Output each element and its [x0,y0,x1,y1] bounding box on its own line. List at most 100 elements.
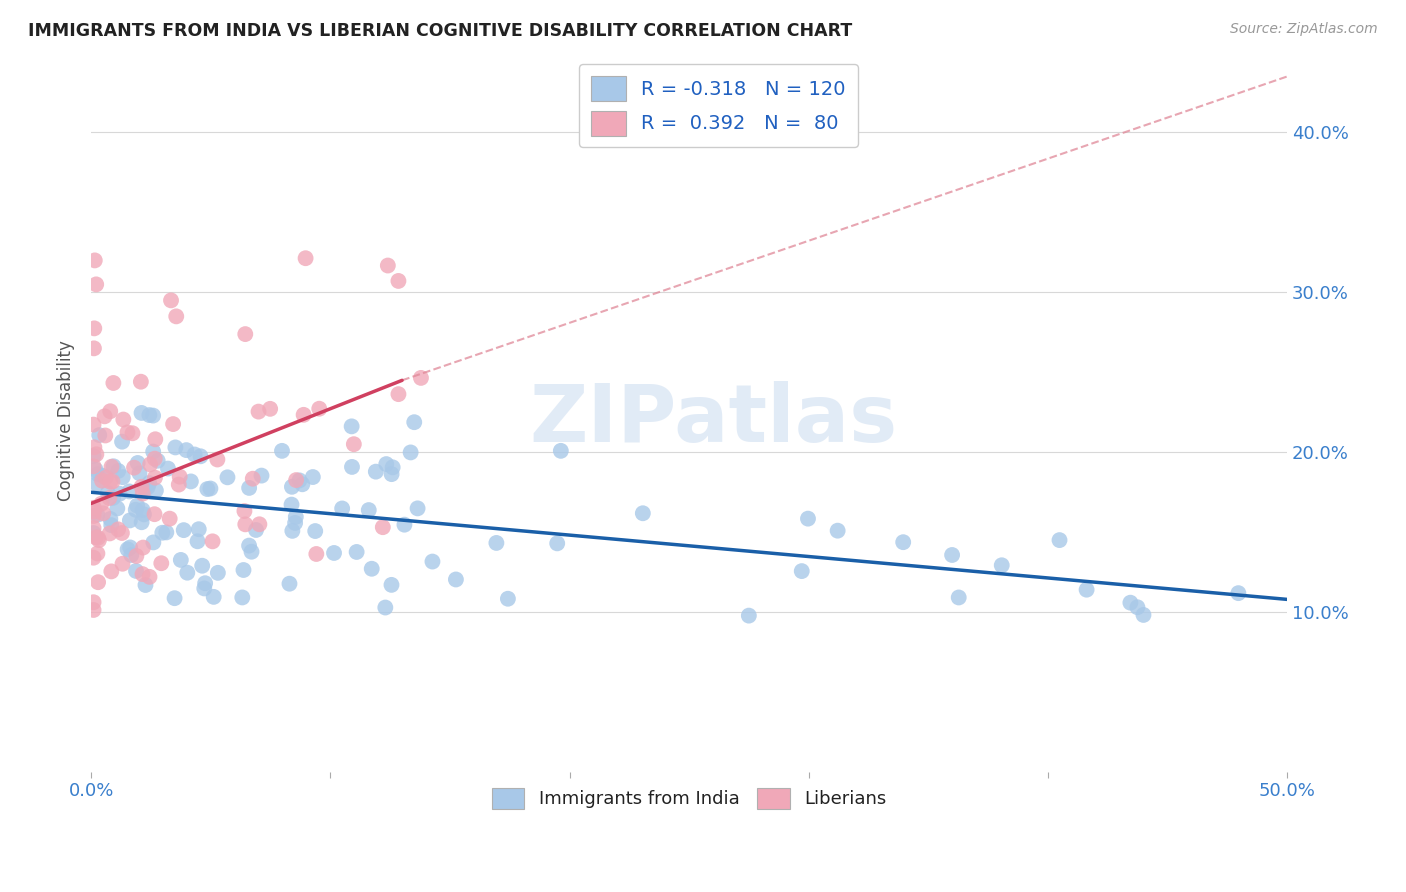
Point [132,541,155,555]
Point [176,566,198,580]
Point [87,467,110,481]
Point [387,387,409,401]
Point [404,415,426,429]
Point [91,474,114,488]
Point [86,508,108,522]
Point [98,512,121,526]
Text: ZIPatlas: ZIPatlas [529,381,897,459]
Point [83,500,105,515]
Point [83,509,105,524]
Point [98,491,121,505]
Point [346,545,368,559]
Point [159,511,181,525]
Point [201,534,224,549]
Point [422,555,444,569]
Point [288,474,311,488]
Point [127,499,149,513]
Point [247,517,270,532]
Point [173,523,195,537]
Point [550,443,572,458]
Point [86,477,108,491]
Point [101,491,124,505]
Point [131,406,153,420]
Point [86,546,108,560]
Point [790,564,813,578]
Point [259,401,281,416]
Point [485,536,508,550]
Point [139,458,162,472]
Point [103,376,125,390]
Point [142,409,165,423]
Point [281,480,304,494]
Point [165,310,187,324]
Point [381,467,404,482]
Point [371,520,394,534]
Point [150,556,173,570]
Point [83,440,105,454]
Point [990,558,1012,573]
Point [143,432,166,446]
Point [278,576,301,591]
Point [1227,586,1250,600]
Point [117,542,139,557]
Point [374,600,396,615]
Point [86,447,108,461]
Point [444,573,467,587]
Point [83,603,105,617]
Point [364,465,387,479]
Point [146,454,169,468]
Point [186,534,208,549]
Point [120,548,142,562]
Point [281,524,304,538]
Point [231,591,253,605]
Point [117,425,139,440]
Point [238,481,260,495]
Point [247,404,270,418]
Point [305,547,328,561]
Point [195,482,218,496]
Point [381,460,404,475]
Point [207,452,229,467]
Point [138,570,160,584]
Point [134,481,156,495]
Point [155,525,177,540]
Point [111,526,134,541]
Point [83,417,105,432]
Point [360,562,382,576]
Point [377,259,399,273]
Point [242,472,264,486]
Point [948,591,970,605]
Point [238,539,260,553]
Point [292,408,315,422]
Point [83,459,105,474]
Point [194,576,217,591]
Point [84,463,107,477]
Point [87,533,110,547]
Point [232,563,254,577]
Point [83,253,105,268]
Point [496,591,519,606]
Point [143,507,166,521]
Point [143,451,166,466]
Point [100,459,122,474]
Point [97,486,120,500]
Point [240,545,263,559]
Point [191,558,214,573]
Point [304,524,326,538]
Point [340,419,363,434]
Point [294,251,316,265]
Point [202,590,225,604]
Point [89,428,111,442]
Point [84,277,107,292]
Point [409,371,432,385]
Point [357,503,380,517]
Point [83,321,105,335]
Point [100,565,122,579]
Point [190,450,212,464]
Point [343,437,366,451]
Point [87,531,110,545]
Point [118,484,141,499]
Point [284,516,307,530]
Point [163,591,186,606]
Point [394,517,416,532]
